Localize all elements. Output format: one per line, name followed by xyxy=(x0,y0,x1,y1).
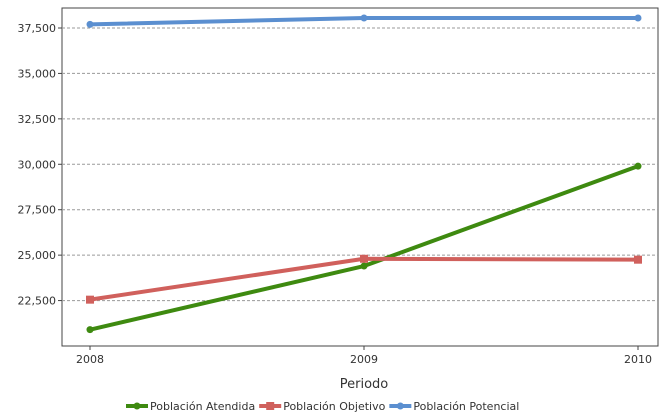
legend-marker xyxy=(396,402,404,410)
legend: Población Atendida Población Objetivo Pobl… xyxy=(126,400,519,413)
series-lines xyxy=(86,14,642,334)
x-tick-label: 2009 xyxy=(350,353,378,366)
x-axis-title: Periodo xyxy=(340,377,389,392)
data-point xyxy=(86,295,94,304)
x-tick-label: 2008 xyxy=(76,353,104,366)
data-point xyxy=(634,255,642,264)
legend-marker xyxy=(266,402,275,410)
y-tick-label: 22,500 xyxy=(18,295,57,308)
plot-area xyxy=(61,7,659,347)
data-point xyxy=(86,20,94,28)
y-tick-label: 30,000 xyxy=(18,158,57,171)
legend-marker xyxy=(133,402,141,410)
data-point xyxy=(360,14,368,22)
y-axis-ticks: 22,500 25,000 27,500 30,000 32,500 35,000 37,5… xyxy=(18,22,62,308)
data-point xyxy=(634,162,642,170)
x-tick-label: 2010 xyxy=(624,353,652,366)
y-tick-label: 32,500 xyxy=(18,113,57,126)
legend-label: Población Objetivo xyxy=(283,400,385,413)
y-tick-label: 35,000 xyxy=(18,67,57,80)
legend-label: Población Potencial xyxy=(413,400,519,413)
y-tick-label: 27,500 xyxy=(18,204,57,217)
y-tick-label: 25,000 xyxy=(18,249,57,262)
data-point xyxy=(360,254,368,263)
x-axis-ticks: 2008 2009 2010 xyxy=(76,346,652,366)
legend-label: Población Atendida xyxy=(150,400,255,413)
y-tick-label: 37,500 xyxy=(18,22,57,35)
data-point xyxy=(86,326,94,334)
data-point xyxy=(360,262,368,270)
data-point xyxy=(634,14,642,22)
